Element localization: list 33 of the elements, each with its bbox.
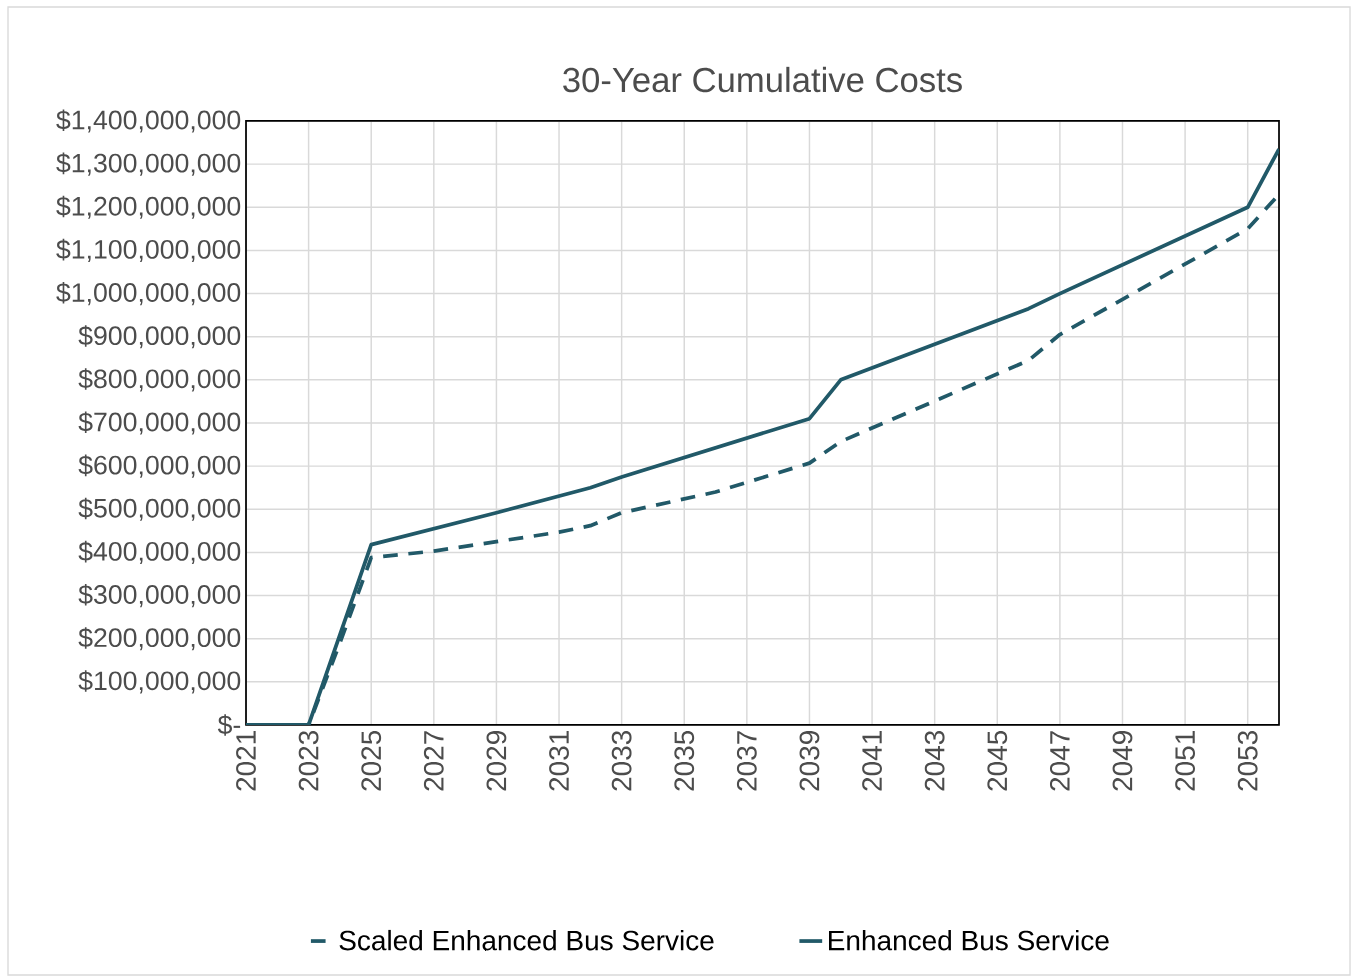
x-tick-label: 2037: [736, 731, 757, 791]
x-tick-label: 2027: [423, 731, 444, 791]
y-tick-label: $1,200,000,000: [56, 195, 241, 219]
y-tick-label: $700,000,000: [78, 411, 241, 435]
x-tick-label: 2035: [674, 730, 695, 791]
x-tick-label: 2023: [298, 730, 319, 791]
y-tick-label: $300,000,000: [78, 583, 241, 608]
x-tick-label: 2041: [862, 731, 882, 791]
x-tick-label: 2039: [799, 731, 820, 791]
y-tick-label: $200,000,000: [78, 627, 241, 651]
x-tick-label: 2047: [1049, 731, 1070, 791]
x-tick-label: 2051: [1175, 731, 1195, 791]
legend-label: Scaled Enhanced Bus Service: [339, 929, 714, 951]
y-tick-label: $500,000,000: [78, 497, 241, 521]
y-tick-label: $900,000,000: [78, 325, 241, 349]
y-tick-label: $1,400,000,000: [56, 109, 241, 133]
y-tick-label: $1,000,000,000: [56, 281, 241, 306]
x-tick-label: 2049: [1112, 731, 1133, 791]
y-tick-label: $100,000,000: [78, 670, 241, 694]
y-tick-label: $1,300,000,000: [56, 152, 241, 176]
x-tick-label: 2033: [611, 730, 632, 791]
x-tick-label: 2029: [486, 731, 507, 791]
legend-label: Enhanced Bus Service: [829, 929, 1109, 951]
y-tick-label: $800,000,000: [78, 368, 241, 392]
x-tick-label: 2031: [549, 731, 569, 791]
y-tick-label: $600,000,000: [78, 454, 241, 478]
x-tick-label: 2043: [924, 730, 945, 791]
x-tick-label: 2053: [1237, 730, 1258, 791]
y-tick-label: $1,100,000,000: [56, 238, 241, 262]
y-tick-label: $400,000,000: [78, 540, 241, 564]
x-tick-label: 2025: [361, 730, 382, 791]
chart-title: 30-Year Cumulative Costs: [563, 66, 962, 93]
x-tick-label: 2045: [987, 730, 1008, 791]
